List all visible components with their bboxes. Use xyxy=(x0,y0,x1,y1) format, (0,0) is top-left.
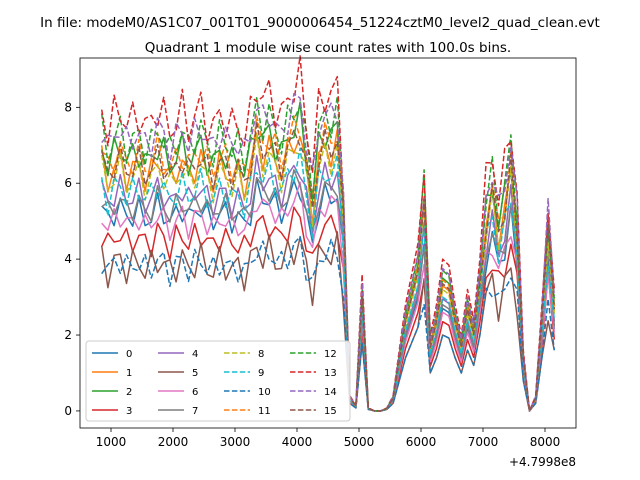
x-axis: 1000 2000 3000 4000 5000 6000 7000 8000 xyxy=(96,428,561,449)
y-tick-label: 6 xyxy=(64,176,72,190)
x-axis-offset-label: +4.7998e8 xyxy=(509,455,576,469)
x-tick-label: 1000 xyxy=(96,435,127,449)
legend-label-14: 14 xyxy=(324,387,337,398)
y-tick-label: 0 xyxy=(64,404,72,418)
legend-label-5: 5 xyxy=(192,368,198,379)
series-line-5 xyxy=(100,231,556,412)
series-line-13 xyxy=(100,55,556,412)
series-line-9 xyxy=(100,147,556,412)
axes-frame xyxy=(79,57,577,429)
plot-area xyxy=(79,55,577,429)
y-tick-label: 8 xyxy=(64,100,72,114)
x-tick-label: 8000 xyxy=(530,435,561,449)
legend-label-12: 12 xyxy=(324,349,337,360)
y-tick-label: 4 xyxy=(64,252,72,266)
legend-label-15: 15 xyxy=(324,406,337,417)
legend-box xyxy=(85,340,351,422)
legend-label-0: 0 xyxy=(126,349,132,360)
y-tick-label: 2 xyxy=(64,328,72,342)
series-line-3 xyxy=(101,206,556,412)
legend-label-10: 10 xyxy=(258,387,271,398)
chart-title: Quadrant 1 module wise count rates with … xyxy=(145,40,511,56)
series-line-11 xyxy=(101,115,556,412)
x-tick-label: 2000 xyxy=(158,435,189,449)
legend-label-7: 7 xyxy=(192,406,198,417)
legend-label-8: 8 xyxy=(258,349,264,360)
series-line-14 xyxy=(101,93,556,412)
x-tick-label: 4000 xyxy=(282,435,313,449)
x-tick-label: 3000 xyxy=(220,435,251,449)
chart-suptitle: In file: modeM0/AS1C07_001T01_9000006454… xyxy=(40,15,600,31)
legend-label-3: 3 xyxy=(126,406,132,417)
x-tick-label: 6000 xyxy=(406,435,437,449)
legend-label-2: 2 xyxy=(126,387,132,398)
legend-label-6: 6 xyxy=(192,387,198,398)
x-tick-label: 5000 xyxy=(344,435,375,449)
series-line-8 xyxy=(100,133,556,412)
x-tick-label: 7000 xyxy=(468,435,499,449)
legend-label-4: 4 xyxy=(192,349,198,360)
series-line-15 xyxy=(100,120,556,412)
series-line-12 xyxy=(100,95,556,412)
series-layer xyxy=(100,55,556,412)
legend-label-13: 13 xyxy=(324,368,337,379)
legend-label-9: 9 xyxy=(258,368,264,379)
legend-label-11: 11 xyxy=(258,406,271,417)
y-axis: 0 2 4 6 8 xyxy=(64,100,80,418)
series-line-6 xyxy=(101,181,556,412)
series-line-10 xyxy=(101,235,556,412)
legend-label-1: 1 xyxy=(126,368,132,379)
